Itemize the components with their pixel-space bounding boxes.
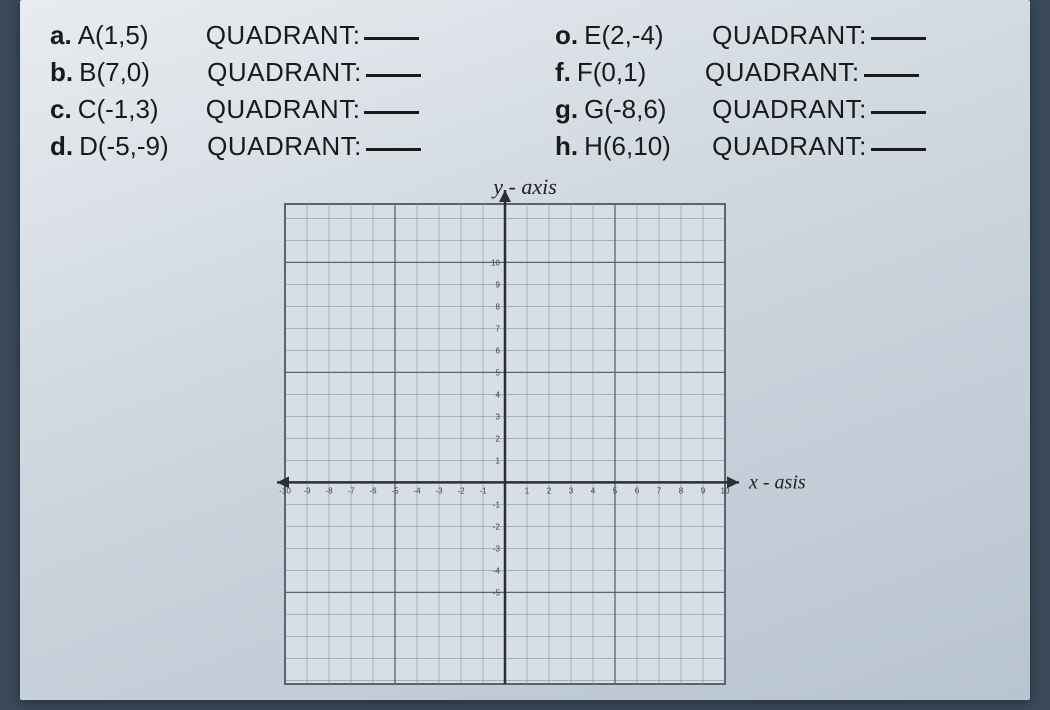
problem-row: b. B(7,0) QUADRANT: <box>50 57 495 88</box>
answer-blank[interactable] <box>871 148 926 151</box>
answer-blank[interactable] <box>366 74 421 77</box>
answer-blank[interactable] <box>871 37 926 40</box>
problems-container: a. A(1,5) QUADRANT: b. B(7,0) QUADRANT: … <box>50 20 1000 168</box>
svg-text:-3: -3 <box>493 544 501 553</box>
svg-text:-2: -2 <box>493 522 501 531</box>
problem-point: F(0,1) <box>577 57 687 88</box>
svg-text:10: 10 <box>721 486 730 495</box>
svg-text:-1: -1 <box>493 500 501 509</box>
problem-row: c. C(-1,3) QUADRANT: <box>50 94 495 125</box>
svg-text:-7: -7 <box>347 486 355 495</box>
problem-row: g. G(-8,6) QUADRANT: <box>555 94 1000 125</box>
quadrant-label: QUADRANT: <box>705 57 860 88</box>
worksheet-sheet: a. A(1,5) QUADRANT: b. B(7,0) QUADRANT: … <box>20 0 1030 700</box>
answer-blank[interactable] <box>364 37 419 40</box>
problem-letter: d. <box>50 131 73 162</box>
problem-row: f. F(0,1) QUADRANT: <box>555 57 1000 88</box>
problem-letter: a. <box>50 20 72 51</box>
problem-letter: b. <box>50 57 73 88</box>
svg-text:-5: -5 <box>391 486 399 495</box>
quadrant-label: QUADRANT: <box>207 57 362 88</box>
problem-point: E(2,-4) <box>584 20 694 51</box>
problem-point: A(1,5) <box>78 20 188 51</box>
svg-text:7: 7 <box>496 324 501 333</box>
svg-text:-9: -9 <box>303 486 311 495</box>
quadrant-label: QUADRANT: <box>206 94 361 125</box>
problem-row: o. E(2,-4) QUADRANT: <box>555 20 1000 51</box>
svg-text:-6: -6 <box>369 486 377 495</box>
svg-text:6: 6 <box>496 346 501 355</box>
quadrant-label: QUADRANT: <box>712 131 867 162</box>
answer-blank[interactable] <box>366 148 421 151</box>
svg-text:-8: -8 <box>325 486 333 495</box>
svg-text:6: 6 <box>635 486 640 495</box>
problem-point: C(-1,3) <box>78 94 188 125</box>
problem-row: h. H(6,10) QUADRANT: <box>555 131 1000 162</box>
answer-blank[interactable] <box>864 74 919 77</box>
svg-text:-4: -4 <box>413 486 421 495</box>
svg-text:2: 2 <box>547 486 552 495</box>
quadrant-label: QUADRANT: <box>712 94 867 125</box>
svg-text:7: 7 <box>657 486 662 495</box>
problem-point: H(6,10) <box>584 131 694 162</box>
svg-text:8: 8 <box>496 302 501 311</box>
svg-text:-5: -5 <box>493 588 501 597</box>
svg-text:1: 1 <box>525 486 530 495</box>
problem-point: G(-8,6) <box>584 94 694 125</box>
coordinate-grid: -10 -9 -8 -7 -6 -5 -4 -3 -2 -1 1 2 3 4 5 6 7 8 9 10 1 2 3 4 5 6 7 8… <box>235 178 815 694</box>
svg-text:-2: -2 <box>457 486 465 495</box>
svg-text:-3: -3 <box>435 486 443 495</box>
svg-text:-10: -10 <box>279 486 291 495</box>
svg-text:5: 5 <box>613 486 618 495</box>
svg-text:-1: -1 <box>479 486 487 495</box>
y-axis-label: y - axis <box>493 174 557 200</box>
problem-row: a. A(1,5) QUADRANT: <box>50 20 495 51</box>
problem-row: d. D(-5,-9) QUADRANT: <box>50 131 495 162</box>
svg-text:2: 2 <box>496 434 501 443</box>
problem-letter: c. <box>50 94 72 125</box>
problem-point: D(-5,-9) <box>79 131 189 162</box>
svg-text:3: 3 <box>569 486 574 495</box>
problems-right-column: o. E(2,-4) QUADRANT: f. F(0,1) QUADRANT:… <box>555 20 1000 168</box>
problem-letter: f. <box>555 57 571 88</box>
svg-text:4: 4 <box>496 390 501 399</box>
svg-text:9: 9 <box>701 486 706 495</box>
quadrant-label: QUADRANT: <box>712 20 867 51</box>
problems-left-column: a. A(1,5) QUADRANT: b. B(7,0) QUADRANT: … <box>50 20 495 168</box>
answer-blank[interactable] <box>871 111 926 114</box>
svg-text:4: 4 <box>591 486 596 495</box>
svg-text:5: 5 <box>496 368 501 377</box>
svg-text:1: 1 <box>496 456 501 465</box>
problem-letter: h. <box>555 131 578 162</box>
problem-point: B(7,0) <box>79 57 189 88</box>
quadrant-label: QUADRANT: <box>207 131 362 162</box>
problem-letter: o. <box>555 20 578 51</box>
graph-container: y - axis -10-9-8-7-6-5-4-3-2-11234567891… <box>50 178 1000 694</box>
problem-letter: g. <box>555 94 578 125</box>
quadrant-label: QUADRANT: <box>206 20 361 51</box>
svg-text:8: 8 <box>679 486 684 495</box>
svg-text:9: 9 <box>496 280 501 289</box>
svg-text:-4: -4 <box>493 566 501 575</box>
svg-text:x - asis: x - asis <box>748 471 806 493</box>
answer-blank[interactable] <box>364 111 419 114</box>
svg-text:10: 10 <box>491 258 500 267</box>
svg-text:3: 3 <box>496 412 501 421</box>
